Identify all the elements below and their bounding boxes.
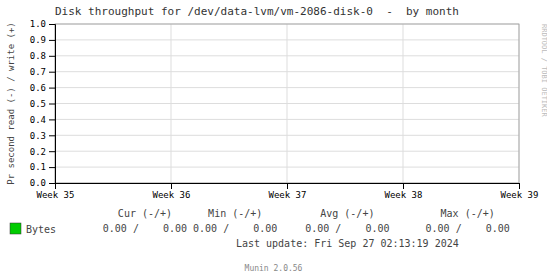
grid-line-x xyxy=(287,24,288,183)
stat-value: 0.00 / 0.00 xyxy=(305,223,389,234)
y-tick: 0.9 xyxy=(30,35,55,45)
y-tick: 0.2 xyxy=(30,147,55,157)
y-tick-label: 0.3 xyxy=(30,131,46,141)
y-tick: 0.1 xyxy=(30,162,55,172)
stat-header: Min (-/+) xyxy=(208,208,262,219)
y-tick-label: 0.0 xyxy=(30,178,46,188)
grid-line-x xyxy=(171,24,172,183)
y-tick-label: 0.1 xyxy=(30,162,46,172)
chart-svg: 0.0 0.1 0.2 0.3 0.4 0.5 0.6 0.7 0.8 0.9 1.0 Week 35… xyxy=(0,0,547,275)
y-tick-label: 0.2 xyxy=(30,147,46,157)
y-tick-label: 0.6 xyxy=(30,83,46,93)
y-tick: 0.7 xyxy=(30,67,55,77)
x-tick: Week 38 xyxy=(385,183,423,200)
y-tick-mark xyxy=(49,88,55,89)
y-tick: 0.0 xyxy=(30,178,55,188)
y-tick-mark xyxy=(49,40,55,41)
x-tick-mark xyxy=(287,183,288,189)
y-tick: 0.6 xyxy=(30,83,55,93)
grid-line-x xyxy=(403,24,404,183)
title: Disk throughput for /dev/data-lvm/vm-208… xyxy=(55,5,459,18)
x-tick-mark xyxy=(55,183,56,189)
stat-header: Cur (-/+) xyxy=(118,208,172,219)
stat-value: 0.00 / 0.00 xyxy=(103,223,187,234)
legend-swatch xyxy=(10,223,21,234)
y-tick-label: 0.5 xyxy=(30,99,46,109)
y-tick-mark xyxy=(49,56,55,57)
y-tick: 1.0 xyxy=(30,19,55,29)
x-tick: Week 37 xyxy=(269,183,307,200)
y-tick-mark xyxy=(49,119,55,120)
legend: Bytes xyxy=(10,223,56,235)
grid xyxy=(55,24,519,183)
y-axis-line xyxy=(49,25,56,184)
y-tick-label: 0.9 xyxy=(30,35,46,45)
version-label: Munin 2.0.56 xyxy=(245,264,303,273)
watermark: RRDTOOL / TOBI OETIKER xyxy=(540,24,547,118)
stat-header: Avg (-/+) xyxy=(320,208,374,219)
x-tick: Week 36 xyxy=(153,183,191,200)
y-tick: 0.3 xyxy=(30,131,55,141)
stat-value: 0.00 / 0.00 xyxy=(426,223,510,234)
stat-value: 0.00 / 0.00 xyxy=(193,223,277,234)
x-tick-label: Week 37 xyxy=(269,190,307,200)
x-axis-line xyxy=(56,184,520,190)
legend-label: Bytes xyxy=(26,224,56,235)
last-update: Last update: Fri Sep 27 02:13:19 2024 xyxy=(236,238,459,249)
y-tick-mark xyxy=(49,183,55,184)
x-axis: Week 35 Week 36 Week 37 Week 38 Week 39 xyxy=(37,183,539,200)
x-tick-label: Week 38 xyxy=(385,190,423,200)
y-tick-label: 0.4 xyxy=(30,115,46,125)
x-tick-mark xyxy=(519,183,520,189)
y-tick-mark xyxy=(49,151,55,152)
x-tick-label: Week 35 xyxy=(37,190,75,200)
y-tick-mark xyxy=(49,135,55,136)
stat-header: Max (-/+) xyxy=(441,208,495,219)
x-tick-label: Week 36 xyxy=(153,190,191,200)
plot-area: 0.0 0.1 0.2 0.3 0.4 0.5 0.6 0.7 0.8 0.9 1.0 Week 35… xyxy=(30,19,539,200)
y-tick-mark xyxy=(49,104,55,105)
y-axis: 0.0 0.1 0.2 0.3 0.4 0.5 0.6 0.7 0.8 0.9 1.0 xyxy=(30,19,56,188)
x-tick: Week 39 xyxy=(501,183,539,200)
x-tick-mark xyxy=(171,183,172,189)
y-tick-label: 0.8 xyxy=(30,51,46,61)
y-axis-title: Pr second read (-) / write (+) xyxy=(6,22,16,185)
y-tick-mark xyxy=(49,24,55,25)
y-tick: 0.5 xyxy=(30,99,55,109)
x-tick-mark xyxy=(403,183,404,189)
y-tick-mark xyxy=(49,72,55,73)
y-tick-label: 1.0 xyxy=(30,19,46,29)
x-tick: Week 35 xyxy=(37,183,75,200)
y-tick-mark xyxy=(49,167,55,168)
plot-frame xyxy=(55,24,519,183)
x-tick-label: Week 39 xyxy=(501,190,539,200)
y-tick: 0.8 xyxy=(30,51,55,61)
y-tick: 0.4 xyxy=(30,115,55,125)
y-tick-label: 0.7 xyxy=(30,67,46,77)
